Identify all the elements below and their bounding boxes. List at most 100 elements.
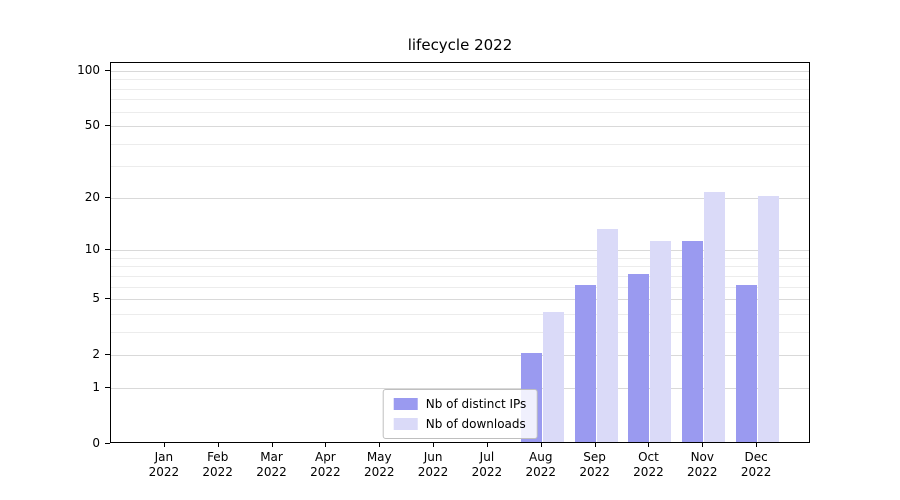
x-tick-month: Dec xyxy=(744,450,768,464)
gridline xyxy=(111,299,809,301)
x-tick-mark xyxy=(163,443,165,447)
y-tick-label: 50 xyxy=(84,118,100,133)
gridline xyxy=(111,355,809,357)
x-tick-label: Mar 2022 xyxy=(240,450,304,480)
y-tick-label: 1 xyxy=(92,379,100,394)
x-tick-label: Feb 2022 xyxy=(186,450,250,480)
x-tick-month: Aug xyxy=(529,450,553,464)
y-tick-mark xyxy=(105,125,110,127)
x-tick-label: Jun 2022 xyxy=(401,450,465,480)
gridline xyxy=(111,257,809,259)
x-tick-month: Jul xyxy=(479,450,495,464)
gridline xyxy=(111,275,809,277)
x-tick-year: 2022 xyxy=(148,465,180,479)
x-tick-mark xyxy=(379,443,381,447)
y-tick-mark xyxy=(105,386,110,388)
x-tick-mark xyxy=(217,443,219,447)
x-tick-year: 2022 xyxy=(363,465,395,479)
y-tick-label: 20 xyxy=(84,189,100,204)
legend-swatch-distinct-ips xyxy=(393,398,418,410)
bar-downloads xyxy=(596,228,618,442)
x-tick-label: Jul 2022 xyxy=(455,450,519,480)
legend-label: Nb of downloads xyxy=(425,417,526,431)
bar-downloads xyxy=(704,192,726,442)
x-tick-mark xyxy=(540,443,542,447)
x-tick-month: Nov xyxy=(690,450,714,464)
x-tick-label: Oct 2022 xyxy=(616,450,680,480)
x-tick-year: 2022 xyxy=(471,465,503,479)
gridline xyxy=(111,387,809,389)
x-tick-year: 2022 xyxy=(633,465,664,479)
gridline xyxy=(111,331,809,333)
x-tick-year: 2022 xyxy=(417,465,449,479)
x-tick-year: 2022 xyxy=(202,465,233,479)
x-tick-month: May xyxy=(366,450,392,464)
x-tick-label: Aug 2022 xyxy=(509,450,573,480)
bar-downloads xyxy=(650,241,672,442)
x-tick-mark xyxy=(594,443,596,447)
y-tick-mark xyxy=(105,354,110,356)
gridline xyxy=(111,88,809,90)
x-tick-label: Dec 2022 xyxy=(724,450,788,480)
bar-distinct-ips xyxy=(628,273,650,442)
x-tick-label: Nov 2022 xyxy=(670,450,734,480)
x-tick-year: 2022 xyxy=(525,465,557,479)
x-tick-mark xyxy=(486,443,488,447)
bar-distinct-ips xyxy=(574,284,596,442)
legend: Nb of distinct IPs Nb of downloads xyxy=(382,389,538,439)
gridline xyxy=(111,126,809,128)
legend-label: Nb of distinct IPs xyxy=(425,397,527,411)
x-tick-year: 2022 xyxy=(579,465,610,479)
legend-swatch-downloads xyxy=(393,418,418,430)
x-tick-mark xyxy=(271,443,273,447)
gridline xyxy=(111,111,809,113)
y-tick-mark xyxy=(105,443,110,444)
y-tick-mark xyxy=(105,70,110,71)
x-tick-mark xyxy=(433,443,435,447)
x-tick-month: Sep xyxy=(583,450,606,464)
x-tick-mark xyxy=(756,443,758,447)
x-tick-year: 2022 xyxy=(687,465,718,479)
y-tick-label: 5 xyxy=(92,291,100,306)
y-tick-mark xyxy=(105,298,110,300)
x-tick-mark xyxy=(648,443,650,447)
y-tick-mark xyxy=(105,196,110,198)
x-tick-label: Sep 2022 xyxy=(563,450,627,480)
plot-area: Nb of distinct IPs Nb of downloads xyxy=(110,62,810,443)
gridline xyxy=(111,71,809,72)
gridline xyxy=(111,313,809,315)
chart-title: lifecycle 2022 xyxy=(407,36,513,54)
x-tick-month: Jan xyxy=(154,450,174,464)
gridline xyxy=(111,79,809,81)
legend-item: Nb of distinct IPs xyxy=(393,397,527,411)
y-tick-label: 100 xyxy=(77,63,100,77)
x-tick-year: 2022 xyxy=(310,465,341,479)
x-tick-month: Apr xyxy=(314,450,336,464)
x-tick-month: Jun xyxy=(423,450,443,464)
x-tick-mark xyxy=(702,443,704,447)
x-tick-label: Jan 2022 xyxy=(132,450,196,480)
bar-distinct-ips xyxy=(682,241,704,442)
y-tick-label: 2 xyxy=(92,347,100,362)
x-tick-label: May 2022 xyxy=(347,450,411,480)
gridline xyxy=(111,266,809,268)
y-tick-mark xyxy=(105,249,110,251)
x-tick-month: Feb xyxy=(207,450,229,464)
legend-item: Nb of downloads xyxy=(393,417,527,431)
gridline xyxy=(111,197,809,199)
x-tick-year: 2022 xyxy=(740,465,772,479)
y-tick-label: 0 xyxy=(92,436,100,450)
bar-distinct-ips xyxy=(736,284,758,442)
gridline xyxy=(111,99,809,101)
x-tick-year: 2022 xyxy=(256,465,287,479)
gridline xyxy=(111,143,809,145)
x-tick-month: Mar xyxy=(260,450,283,464)
bar-downloads xyxy=(758,195,780,442)
x-tick-label: Apr 2022 xyxy=(293,450,357,480)
x-tick-mark xyxy=(325,443,327,447)
gridline xyxy=(111,250,809,252)
y-tick-label: 10 xyxy=(84,242,100,257)
bar-downloads xyxy=(542,311,564,442)
x-tick-month: Oct xyxy=(638,450,659,464)
